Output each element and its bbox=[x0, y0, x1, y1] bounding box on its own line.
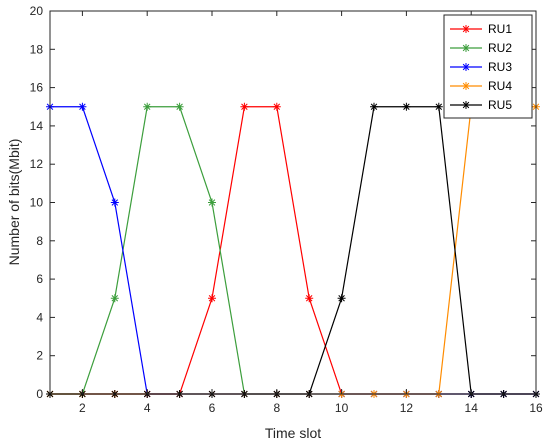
x-tick-label: 12 bbox=[400, 401, 414, 415]
data-point-ru1 bbox=[240, 102, 249, 111]
y-tick-label: 6 bbox=[36, 272, 43, 286]
data-point-ru3 bbox=[78, 102, 87, 111]
x-tick-label: 10 bbox=[335, 401, 349, 415]
x-tick-label: 4 bbox=[144, 401, 151, 415]
data-point-ru1 bbox=[272, 102, 281, 111]
legend-marker-ru5 bbox=[462, 101, 470, 109]
data-point-ru5 bbox=[370, 102, 378, 111]
y-tick-label: 14 bbox=[30, 119, 44, 133]
legend-item-ru1: RU1 bbox=[450, 22, 512, 36]
legend-label-ru3: RU3 bbox=[488, 60, 512, 74]
data-point-ru1 bbox=[208, 294, 216, 303]
y-tick-label: 20 bbox=[30, 4, 44, 18]
x-axis-title: Time slot bbox=[265, 425, 321, 441]
data-point-ru5 bbox=[434, 102, 443, 111]
y-tick-label: 4 bbox=[36, 310, 43, 324]
data-point-ru2 bbox=[208, 198, 216, 207]
legend-label-ru1: RU1 bbox=[488, 22, 512, 36]
x-tick-label: 16 bbox=[529, 401, 543, 415]
x-tick-label: 2 bbox=[79, 401, 86, 415]
legend-marker-ru1 bbox=[462, 25, 470, 33]
y-tick-label: 8 bbox=[36, 234, 43, 248]
legend-label-ru5: RU5 bbox=[488, 98, 512, 112]
data-point-ru2 bbox=[110, 294, 119, 303]
legend-label-ru4: RU4 bbox=[488, 79, 512, 93]
y-axis-title: Number of bits(Mbit) bbox=[6, 139, 22, 266]
y-tick-label: 10 bbox=[30, 196, 44, 210]
legend-marker-ru3 bbox=[462, 63, 470, 71]
data-point-ru3 bbox=[110, 198, 119, 207]
legend: RU1 RU2 RU3 RU4 RU5 bbox=[443, 14, 533, 119]
data-point-ru1 bbox=[305, 294, 314, 303]
legend-item-ru2: RU2 bbox=[450, 41, 512, 55]
data-point-ru2 bbox=[143, 102, 152, 111]
legend-item-ru3: RU3 bbox=[450, 60, 512, 74]
y-tick-label: 0 bbox=[36, 387, 43, 401]
x-tick-label: 8 bbox=[273, 401, 280, 415]
axis-layer: 2 4 6 8 10 12 14 16 0 2 4 6 8 10 12 14 16 18 20 bbox=[30, 4, 543, 415]
y-tick-label: 18 bbox=[30, 42, 44, 56]
legend-item-ru4: RU4 bbox=[450, 79, 512, 93]
data-point-ru5 bbox=[402, 102, 411, 111]
y-tick-label: 16 bbox=[30, 81, 44, 95]
x-tick-label: 6 bbox=[209, 401, 216, 415]
data-point-ru5 bbox=[337, 294, 346, 303]
y-tick-label: 2 bbox=[36, 349, 43, 363]
x-tick-label: 14 bbox=[465, 401, 479, 415]
legend-marker-ru4 bbox=[462, 82, 470, 90]
legend-item-ru5: RU5 bbox=[450, 98, 512, 112]
legend-marker-ru2 bbox=[462, 44, 470, 52]
y-tick-label: 12 bbox=[30, 157, 44, 171]
data-point-ru2 bbox=[175, 102, 184, 111]
legend-label-ru2: RU2 bbox=[488, 41, 512, 55]
